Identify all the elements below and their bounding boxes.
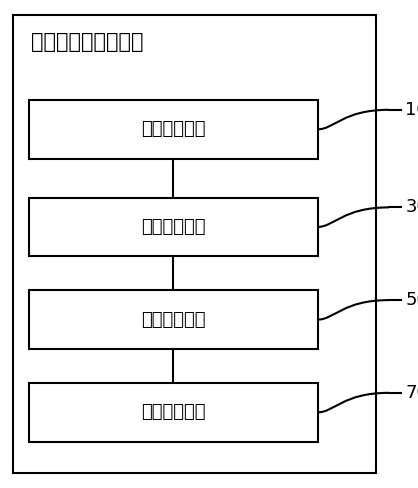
Text: 自动发送和接收系统: 自动发送和接收系统 xyxy=(31,32,144,52)
Text: 100: 100 xyxy=(405,101,418,119)
Bar xyxy=(29,290,318,349)
Text: 参数发送模块: 参数发送模块 xyxy=(141,404,206,421)
Text: 参数接收模块: 参数接收模块 xyxy=(141,218,206,236)
Text: 500: 500 xyxy=(405,291,418,309)
Bar xyxy=(13,15,376,473)
Text: 700: 700 xyxy=(405,384,418,402)
Bar xyxy=(29,198,318,256)
Text: 参数协同模块: 参数协同模块 xyxy=(141,311,206,328)
Bar xyxy=(29,383,318,442)
Text: 300: 300 xyxy=(405,199,418,216)
Text: 参数配置模块: 参数配置模块 xyxy=(141,121,206,138)
Bar xyxy=(29,100,318,159)
